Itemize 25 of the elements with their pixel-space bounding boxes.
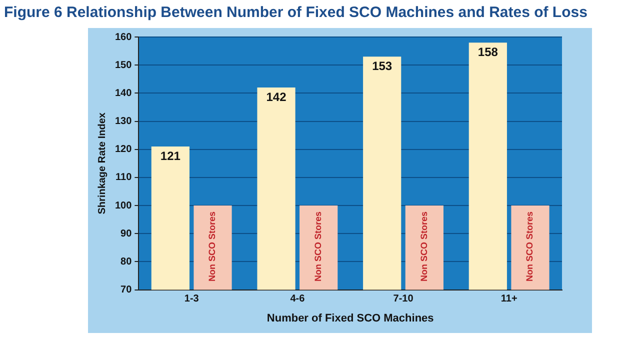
y-axis-title: Shrinkage Rate Index (96, 112, 108, 214)
text: Non SCO Stores (524, 212, 535, 282)
x-axis-title: Number of Fixed SCO Machines (266, 312, 434, 324)
y-tick-label: 130 (114, 116, 132, 128)
y-tick-label: 70 (120, 284, 132, 296)
y-tick-label: 150 (114, 60, 132, 71)
y-tick-label: 90 (120, 228, 132, 240)
text: Non SCO Stores (313, 212, 324, 282)
data-label: 158 (478, 44, 498, 59)
y-tick-label: 110 (116, 172, 132, 184)
x-tick-label: 1-3 (184, 294, 200, 305)
chart-title: Figure 6 Relationship Between Number of Fixed SCO Machines and Rates of Loss (3, 3, 588, 23)
y-tick-label: 100 (114, 200, 132, 212)
y-tick-label: 160 (114, 32, 132, 43)
data-label: 142 (266, 90, 287, 104)
x-tick-label: 11+ (500, 294, 518, 305)
series-label: Non SCO Stores (207, 212, 218, 282)
y-tick-label: 120 (114, 144, 132, 156)
y-tick-label: 80 (120, 256, 132, 268)
y-tick-label: 140 (114, 88, 132, 99)
x-tick-label: 7-10 (393, 294, 414, 305)
text: Non SCO Stores (418, 212, 429, 282)
data-label: 153 (372, 58, 392, 73)
data-label: 121 (160, 148, 181, 163)
x-tick-label: 4-6 (290, 294, 306, 305)
